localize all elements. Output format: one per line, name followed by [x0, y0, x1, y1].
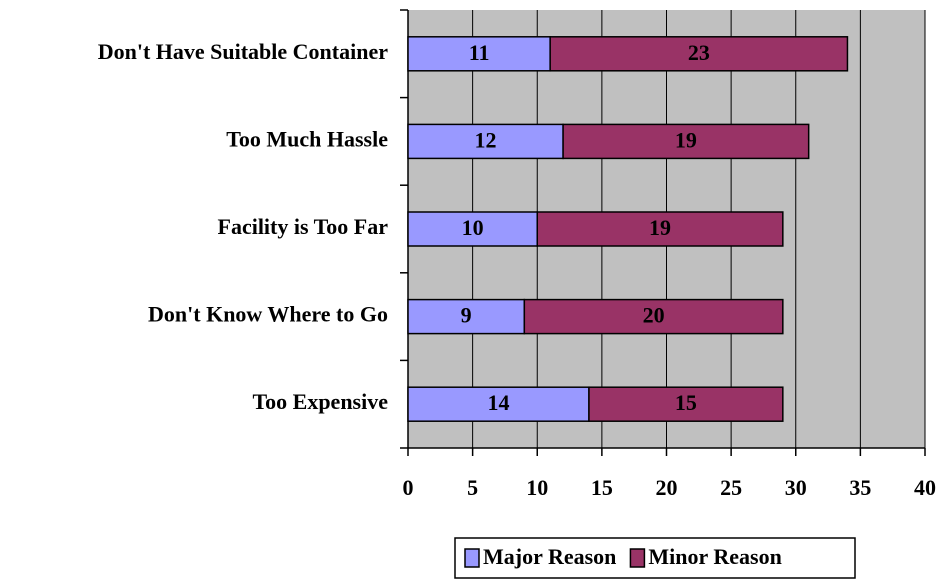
legend-box: [454, 537, 856, 579]
legend-swatch: [629, 548, 646, 568]
data-label: 19: [675, 127, 697, 152]
legend-label: Minor Reason: [648, 544, 781, 569]
data-label: 19: [649, 215, 671, 240]
y-tick-label: Too Expensive: [252, 389, 388, 414]
bar-segment: [536, 211, 784, 247]
data-label: 11: [469, 40, 490, 65]
data-label: 10: [462, 215, 484, 240]
x-tick-label: 20: [656, 475, 678, 500]
x-tick-label: 25: [720, 475, 742, 500]
y-tick-label: Don't Have Suitable Container: [98, 39, 389, 64]
x-tick-label: 10: [526, 475, 548, 500]
x-tick-label: 30: [785, 475, 807, 500]
bar-segment: [407, 36, 551, 72]
bar-segment: [407, 123, 564, 160]
data-label: 14: [487, 390, 509, 415]
bar-segment: [407, 298, 526, 335]
y-tick-label: Too Much Hassle: [226, 126, 388, 151]
x-tick-label: 35: [849, 475, 871, 500]
y-tick-label: Facility is Too Far: [218, 214, 389, 239]
legend-label: Major Reason: [483, 544, 616, 569]
data-label: 23: [688, 40, 710, 65]
bar-segment: [407, 211, 538, 247]
x-tick-label: 40: [914, 475, 936, 500]
bar-segment: [523, 298, 784, 335]
data-label: 12: [475, 127, 497, 152]
x-tick-label: 5: [467, 475, 478, 500]
x-tick-label: 0: [403, 475, 414, 500]
legend-swatch: [464, 548, 480, 568]
bar-segment: [588, 386, 784, 422]
x-tick-label: 15: [591, 475, 613, 500]
data-label: 9: [461, 303, 472, 328]
bar-segment: [407, 386, 590, 422]
bar-segment: [549, 36, 849, 72]
bar-segment: [562, 123, 810, 160]
data-label: 15: [675, 390, 697, 415]
data-label: 20: [643, 303, 665, 328]
y-tick-label: Don't Know Where to Go: [148, 302, 388, 327]
